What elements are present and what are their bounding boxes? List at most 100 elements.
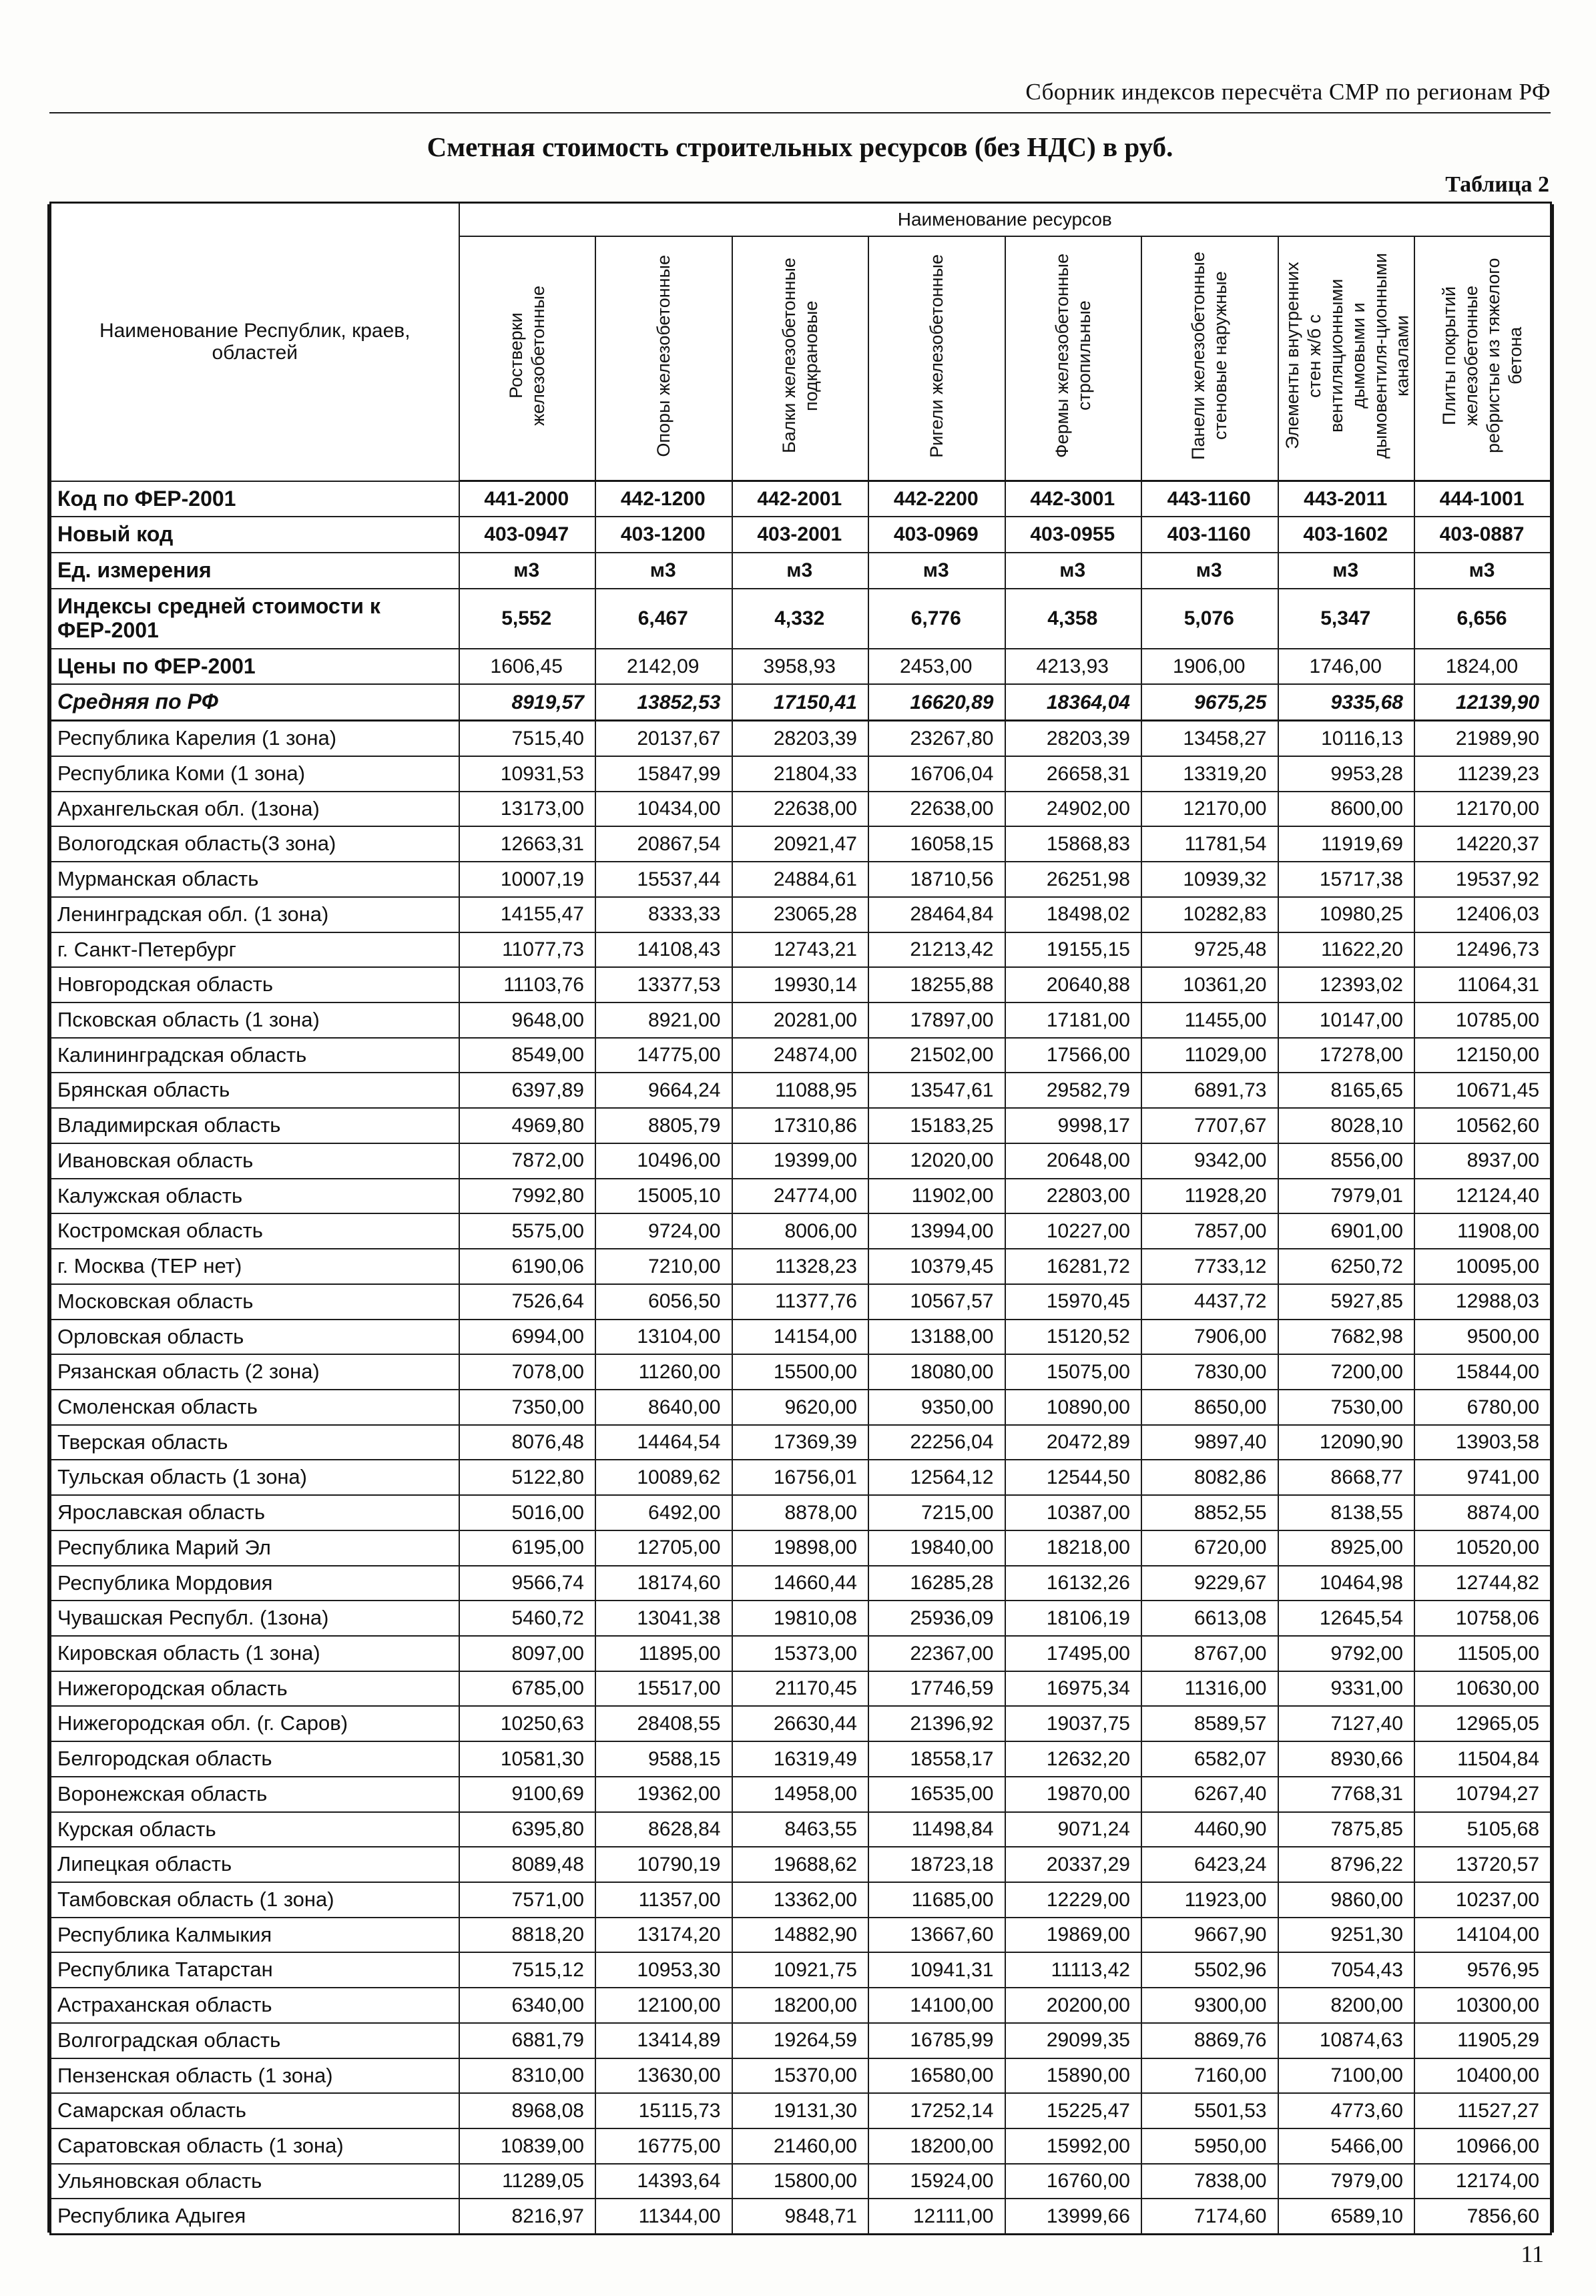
value-cell: 7515,12: [458, 1952, 596, 1989]
value-cell: 14958,00: [731, 1775, 869, 1813]
value-cell: 10921,75: [731, 1952, 869, 1989]
value-cell: 13041,38: [595, 1600, 733, 1637]
value-cell: 12124,40: [1414, 1177, 1552, 1215]
value-cell: 9229,67: [1141, 1564, 1279, 1602]
value-cell: 24884,61: [731, 861, 869, 898]
table-row: Самарская область 8968,08 15115,73 19131,30…: [49, 2092, 1552, 2130]
value-cell: 15225,47: [1004, 2092, 1142, 2130]
table-row: Индексы средней стоимости к ФЕР-2001 5,55…: [49, 587, 1552, 649]
row-label: Астраханская область: [49, 1987, 460, 2024]
value-cell: 12645,54: [1277, 1600, 1415, 1637]
value-cell: 7530,00: [1277, 1388, 1415, 1426]
value-cell: 17369,39: [731, 1424, 869, 1461]
value-cell: 8082,86: [1141, 1459, 1279, 1496]
value-cell: 9620,00: [731, 1388, 869, 1426]
value-cell: 7872,00: [458, 1142, 596, 1179]
value-cell: 10237,00: [1414, 1882, 1552, 1918]
value-cell: 8628,84: [595, 1811, 733, 1848]
value-cell: 21502,00: [868, 1037, 1006, 1074]
value-cell: 10839,00: [458, 2128, 596, 2165]
row-label: Курская область: [49, 1811, 460, 1848]
value-cell: 8089,48: [458, 1846, 596, 1884]
table-row: Республика Марий Эл 6195,00 12705,00 19898,…: [49, 1529, 1552, 1566]
value-cell: 8818,20: [458, 1916, 596, 1954]
value-cell: 28464,84: [868, 896, 1006, 933]
row-label: Код по ФЕР-2001: [49, 480, 460, 518]
value-cell: 11902,00: [868, 1177, 1006, 1215]
value-cell: 7906,00: [1141, 1318, 1279, 1356]
value-cell: 6901,00: [1277, 1213, 1415, 1250]
value-cell: 13547,61: [868, 1072, 1006, 1109]
value-cell: 10282,83: [1141, 896, 1279, 933]
value-cell: 16706,04: [868, 756, 1006, 792]
value-cell: 12170,00: [1141, 790, 1279, 828]
value-cell: 20867,54: [595, 826, 733, 863]
table-row: Тверская область 8076,48 14464,54 17369,39 2…: [49, 1424, 1552, 1461]
row-label: Тульская область (1 зона): [49, 1459, 460, 1496]
row-label: Ивановская область: [49, 1142, 460, 1179]
value-cell: 6582,07: [1141, 1741, 1279, 1777]
value-cell: 403-0887: [1414, 516, 1552, 554]
value-cell: 10116,13: [1277, 720, 1415, 758]
value-cell: 10464,98: [1277, 1564, 1415, 1602]
value-cell: 10953,30: [595, 1952, 733, 1989]
value-cell: 24874,00: [731, 1037, 869, 1074]
value-cell: 7526,64: [458, 1283, 596, 1320]
value-cell: 8028,10: [1277, 1107, 1415, 1144]
value-cell: 10758,06: [1414, 1600, 1552, 1637]
value-cell: 12496,73: [1414, 931, 1552, 968]
corner-header: Наименование Республик, краев, областей: [49, 202, 460, 482]
row-label: Смоленская область: [49, 1388, 460, 1426]
value-cell: 18723,18: [868, 1846, 1006, 1884]
row-label: Архангельская обл. (1зона): [49, 790, 460, 828]
value-cell: 11498,84: [868, 1811, 1006, 1848]
value-cell: 8968,08: [458, 2092, 596, 2130]
value-cell: 5575,00: [458, 1213, 596, 1250]
table-row: Ивановская область 7872,00 10496,00 19399,0…: [49, 1142, 1552, 1179]
row-label: Кировская область (1 зона): [49, 1635, 460, 1672]
value-cell: 403-1602: [1277, 516, 1415, 554]
value-cell: 12965,05: [1414, 1705, 1552, 1743]
value-cell: 10147,00: [1277, 1002, 1415, 1039]
table-row: Ярославская область 5016,00 6492,00 8878,00…: [49, 1494, 1552, 1531]
value-cell: 12705,00: [595, 1529, 733, 1566]
value-cell: 7215,00: [868, 1494, 1006, 1531]
value-cell: 11328,23: [731, 1248, 869, 1285]
value-cell: 4,332: [731, 587, 869, 649]
value-cell: 19131,30: [731, 2092, 869, 2130]
cost-table: Наименование Республик, краев, областей …: [49, 202, 1553, 2236]
value-cell: 8852,55: [1141, 1494, 1279, 1531]
value-cell: 403-2001: [731, 516, 869, 554]
value-cell: 29582,79: [1004, 1072, 1142, 1109]
value-cell: 7515,40: [458, 720, 596, 758]
value-cell: 6190,06: [458, 1248, 596, 1285]
row-label: Рязанская область (2 зона): [49, 1354, 460, 1390]
value-cell: 23267,80: [868, 720, 1006, 758]
table-row: Калужская область 7992,80 15005,10 24774,00…: [49, 1177, 1552, 1215]
value-cell: 11685,00: [868, 1882, 1006, 1918]
value-cell: 18200,00: [731, 1987, 869, 2024]
value-cell: 14882,90: [731, 1916, 869, 1954]
row-label: Средняя по РФ: [49, 683, 460, 722]
value-cell: 9725,48: [1141, 931, 1279, 968]
value-cell: 9897,40: [1141, 1424, 1279, 1461]
row-label: Республика Адыгея: [49, 2198, 460, 2235]
value-cell: 10874,63: [1277, 2022, 1415, 2059]
table-row: Владимирская область 4969,80 8805,79 17310,…: [49, 1107, 1552, 1144]
value-cell: 15120,52: [1004, 1318, 1142, 1356]
value-cell: 11103,76: [458, 966, 596, 1004]
value-cell: 20648,00: [1004, 1142, 1142, 1179]
value-cell: 5016,00: [458, 1494, 596, 1531]
value-cell: 10496,00: [595, 1142, 733, 1179]
value-cell: 12139,90: [1414, 683, 1552, 722]
value-cell: 7768,31: [1277, 1775, 1415, 1813]
value-cell: 6994,00: [458, 1318, 596, 1356]
value-cell: 20337,29: [1004, 1846, 1142, 1884]
value-cell: 1824,00: [1414, 647, 1552, 685]
value-cell: 6589,10: [1277, 2198, 1415, 2235]
value-cell: 18080,00: [868, 1354, 1006, 1390]
value-cell: 13999,66: [1004, 2198, 1142, 2235]
value-cell: 8589,57: [1141, 1705, 1279, 1743]
value-cell: 10790,19: [595, 1846, 733, 1884]
table-row: Цены по ФЕР-2001 1606,45 2142,09 3958,93 245…: [49, 647, 1552, 685]
